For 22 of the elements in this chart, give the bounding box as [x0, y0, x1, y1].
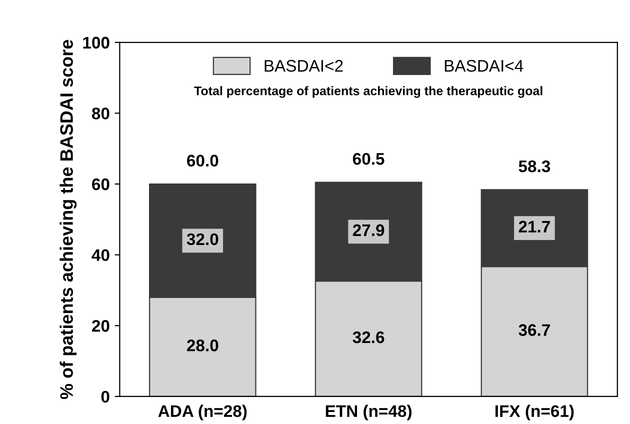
y-tick-label: 0	[101, 390, 110, 403]
y-tick-label: 20	[92, 320, 110, 332]
y-tick-label: 100	[83, 36, 110, 49]
data-label: 28.0	[187, 340, 218, 352]
total-label: 58.3	[518, 160, 550, 172]
x-tick-label: IFX (n=61)	[496, 404, 574, 420]
y-tick-label: 80	[92, 108, 110, 120]
y-tick-label: 40	[92, 249, 110, 262]
data-label: 21.7	[518, 220, 550, 232]
legend-label: BASDAI<4	[444, 60, 524, 72]
x-tick-label: ADA (n=28)	[158, 404, 247, 420]
legend-label: BASDAI<2	[264, 60, 343, 72]
data-label: 32.0	[186, 233, 218, 246]
total-label: 60.0	[187, 154, 218, 167]
x-tick-label: ETN (n=48)	[326, 404, 412, 420]
annotation: Total percentage of patients achieving the therapeutic goal	[194, 86, 542, 98]
data-label: 32.6	[352, 331, 384, 344]
y-tick-label: 60	[92, 178, 110, 190]
total-label: 60.5	[352, 152, 384, 165]
data-label: 27.9	[352, 224, 384, 236]
y-axis-title: % of patients achieving the BASDAI score	[60, 40, 77, 400]
data-label: 36.7	[518, 324, 550, 336]
